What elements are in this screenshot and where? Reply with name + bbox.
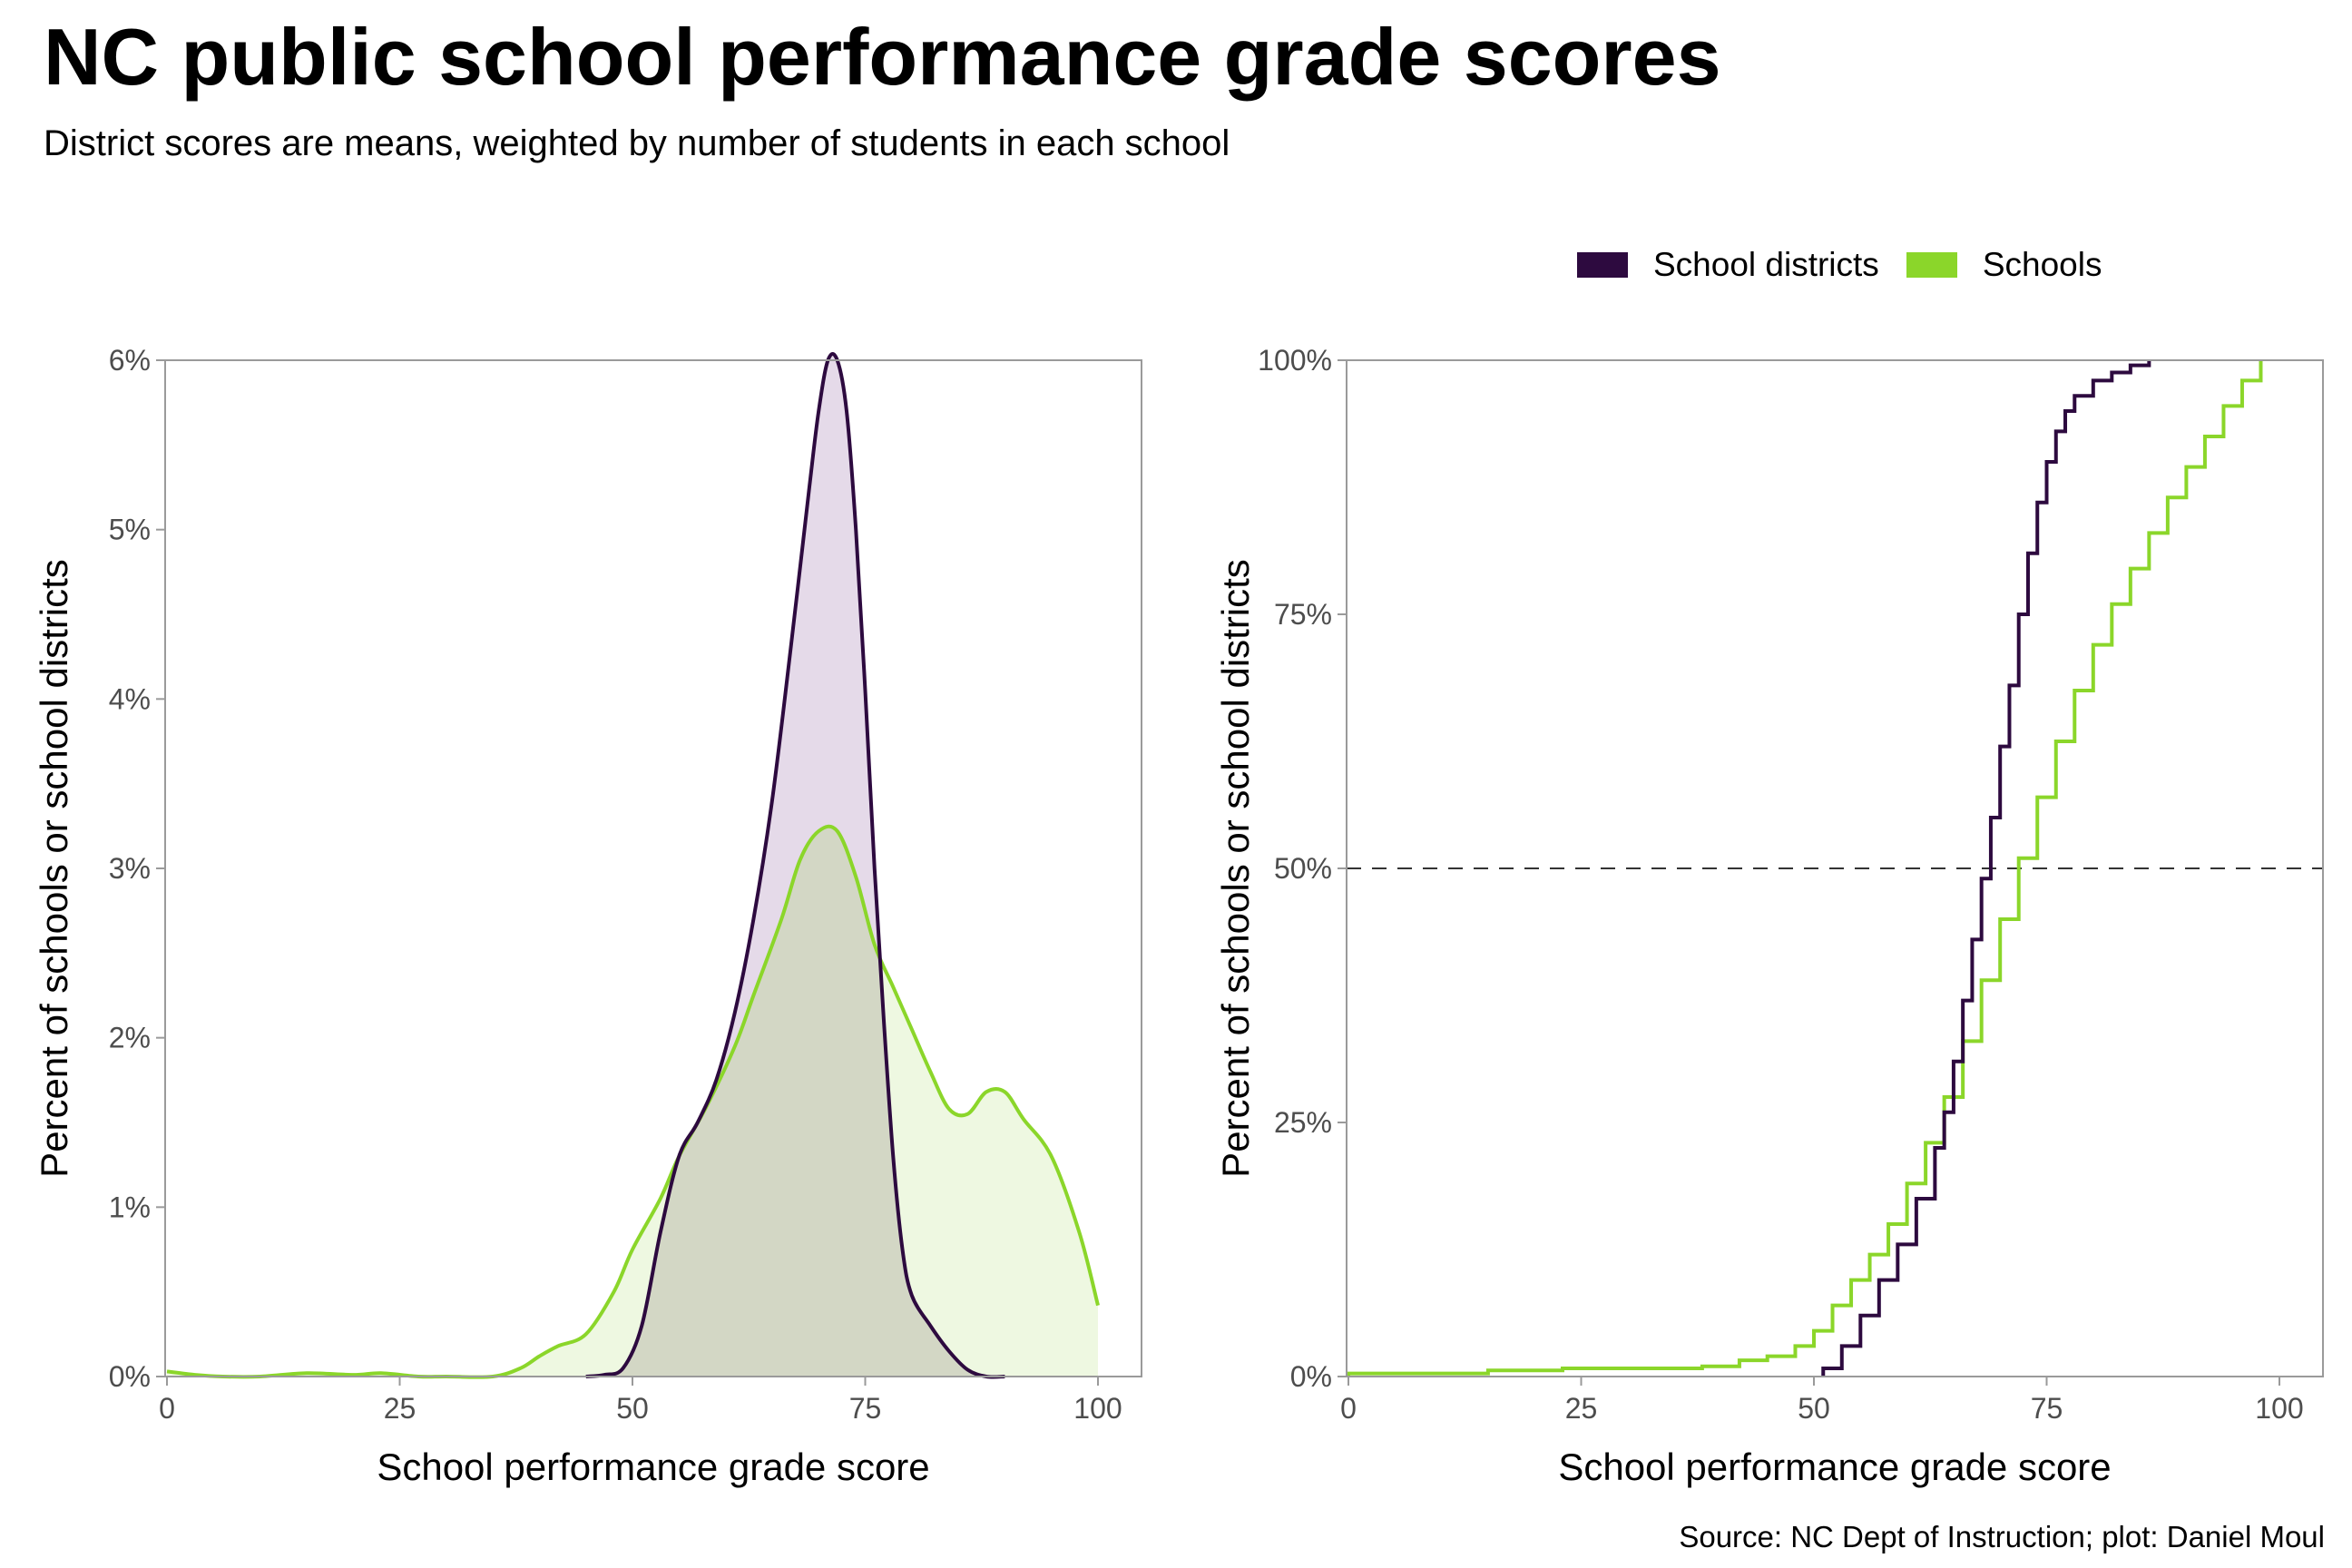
density-chart: 0 25 50 75 100 0% 1% 2% 3% 4% 5% 6% School performan… bbox=[33, 344, 1142, 1488]
page-subtitle: District scores are means, weighted by n… bbox=[44, 123, 1230, 163]
ecdf-x-axis-title: School performance grade score bbox=[1558, 1446, 2111, 1488]
density-x-tick-label: 100 bbox=[1073, 1392, 1122, 1425]
legend-label-districts: School districts bbox=[1653, 246, 1879, 283]
density-x-tick-label: 75 bbox=[849, 1392, 882, 1425]
ecdf-chart: 0 25 50 75 100 0% 25% 50% 75% 100% School performa… bbox=[1214, 344, 2324, 1488]
source-caption: Source: NC Dept of Instruction; plot: Da… bbox=[1679, 1520, 2325, 1553]
ecdf-step-districts bbox=[1821, 360, 2151, 1377]
density-y-tick-label: 4% bbox=[109, 682, 151, 715]
ecdf-x-tick-label: 75 bbox=[2031, 1392, 2063, 1425]
ecdf-y-tick-label: 0% bbox=[1290, 1360, 1332, 1393]
density-line-schools bbox=[166, 824, 1100, 1379]
density-y-axis-title: Percent of schools or school districts bbox=[33, 559, 75, 1178]
density-y-tick-label: 1% bbox=[109, 1191, 151, 1223]
density-y-tick-label: 6% bbox=[109, 344, 151, 377]
ecdf-y-tick-label: 100% bbox=[1258, 344, 1332, 377]
density-y-tick-label: 5% bbox=[109, 514, 151, 546]
ecdf-y-axis-title: Percent of schools or school districts bbox=[1214, 559, 1257, 1178]
ecdf-x-tick-label: 50 bbox=[1798, 1392, 1830, 1425]
density-area-districts bbox=[585, 354, 1005, 1377]
density-y-tick-label: 0% bbox=[109, 1360, 151, 1393]
legend-item-districts: School districts bbox=[1577, 243, 1879, 287]
density-y-tick-label: 3% bbox=[109, 852, 151, 885]
density-area-overlap bbox=[585, 826, 1005, 1377]
density-y-tick-label: 2% bbox=[109, 1022, 151, 1054]
legend-key-districts bbox=[1577, 252, 1628, 278]
legend-item-schools: Schools bbox=[1906, 243, 2102, 287]
legend-label-schools: Schools bbox=[1982, 246, 2102, 283]
density-line-districts bbox=[585, 352, 1005, 1379]
density-x-tick-label: 50 bbox=[616, 1392, 649, 1425]
ecdf-y-tick-label: 50% bbox=[1274, 852, 1332, 885]
density-x-tick-label: 25 bbox=[384, 1392, 416, 1425]
ecdf-y-tick-label: 25% bbox=[1274, 1106, 1332, 1139]
legend-key-schools bbox=[1906, 252, 1957, 278]
ecdf-x-tick-label: 25 bbox=[1565, 1392, 1598, 1425]
page-title: NC public school performance grade score… bbox=[44, 12, 1721, 102]
legend: School districts Schools bbox=[1577, 243, 2129, 287]
ecdf-y-tick-label: 75% bbox=[1274, 598, 1332, 631]
ecdf-step-schools bbox=[1347, 360, 2263, 1377]
ecdf-x-tick-label: 0 bbox=[1340, 1392, 1357, 1425]
density-x-axis-title: School performance grade score bbox=[377, 1446, 929, 1488]
ecdf-x-tick-label: 100 bbox=[2255, 1392, 2303, 1425]
density-x-tick-label: 0 bbox=[159, 1392, 175, 1425]
density-area-schools bbox=[167, 826, 1098, 1377]
